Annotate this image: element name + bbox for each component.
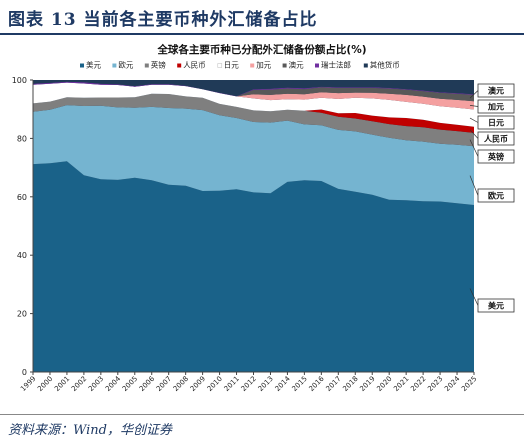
y-tick-label: 0	[22, 368, 27, 377]
callout-label-美元: 美元	[488, 301, 504, 311]
y-tick-label: 20	[17, 310, 27, 319]
callout-box-美元	[477, 298, 515, 313]
area-其他货币	[33, 80, 474, 97]
x-tick-label: 2019	[358, 375, 376, 393]
area-欧元	[33, 105, 474, 205]
x-tick-label: 2025	[460, 375, 478, 393]
figure-title: 图表 13 当前各主要币种外汇储备占比	[8, 10, 318, 30]
area-美元	[33, 161, 474, 372]
area-瑞士法郎	[33, 81, 474, 97]
x-tick-label: 1999	[19, 375, 37, 393]
callout-box-英镑	[477, 149, 515, 164]
callout-box-人民币	[477, 131, 515, 146]
callout-box-加元	[477, 99, 515, 114]
legend-swatch-加元	[250, 63, 255, 68]
legend-label-加元: 加元	[256, 60, 271, 70]
footer-rule	[0, 414, 524, 415]
callout-label-加元: 加元	[487, 102, 504, 112]
source-note: 资料来源：Wind，华创证券	[8, 423, 172, 438]
legend-label-瑞士法郎: 瑞士法郎	[321, 60, 351, 70]
legend-label-澳元: 澳元	[289, 60, 304, 70]
callout-leader-日元	[469, 117, 479, 123]
callout-leader-英镑	[469, 139, 479, 157]
callout-box-欧元	[477, 188, 515, 203]
header-rule	[0, 33, 524, 35]
x-tick-label: 2016	[307, 374, 326, 393]
y-tick-label: 100	[12, 76, 27, 85]
legend-swatch-英镑	[144, 63, 149, 68]
callout-leader-美元	[469, 288, 479, 306]
x-tick-label: 2007	[155, 375, 173, 393]
legend: 美元 欧元 英镑 人民币 日元 加元 澳元 瑞士法郎 其他货币	[80, 60, 400, 70]
x-tick-label: 2018	[341, 375, 359, 393]
x-tick-label: 2020	[375, 375, 393, 393]
area-英镑	[33, 93, 474, 147]
legend-label-日元: 日元	[224, 61, 239, 70]
area-layers	[33, 80, 474, 372]
x-tick-label: 2013	[257, 375, 275, 393]
callout-label-人民币: 人民币	[484, 134, 508, 144]
x-tick-label: 2012	[240, 375, 258, 393]
callout-box-日元	[477, 115, 515, 130]
legend-label-欧元: 欧元	[118, 60, 133, 70]
x-tick-label: 2014	[274, 374, 293, 393]
x-tick-label: 2022	[409, 375, 427, 393]
x-tick-label: 2000	[36, 375, 54, 393]
legend-swatch-欧元	[112, 63, 117, 68]
callout-label-澳元: 澳元	[488, 86, 504, 96]
x-tick-label: 2002	[70, 375, 88, 393]
legend-swatch-其他货币	[363, 63, 368, 68]
legend-label-英镑: 英镑	[151, 60, 166, 70]
axes: 0 20 40 60 80 100 1999200020012002200320042005…	[12, 76, 479, 393]
x-tick-label: 2017	[324, 375, 342, 393]
x-tick-label: 2021	[392, 375, 410, 393]
legend-swatch-瑞士法郎	[315, 63, 319, 68]
x-tick-label: 2003	[87, 375, 105, 393]
x-tick-label: 2001	[53, 375, 71, 393]
y-tick-label: 60	[17, 193, 27, 202]
x-tick-label: 2008	[172, 375, 190, 393]
x-tick-label: 2011	[223, 375, 241, 393]
legend-label-其他货币: 其他货币	[370, 60, 400, 70]
callout-box-澳元	[477, 83, 515, 98]
legend-swatch-澳元	[282, 63, 287, 68]
callout-leader-澳元	[469, 90, 479, 99]
y-tick-label: 80	[17, 134, 27, 143]
legend-label-美元: 美元	[86, 60, 101, 70]
callout-label-日元: 日元	[488, 119, 504, 128]
callout-label-欧元: 欧元	[488, 191, 504, 201]
area-加元	[33, 82, 474, 110]
x-tick-label: 2006	[138, 374, 157, 393]
callout-label-英镑: 英镑	[487, 152, 504, 162]
callout-leader-欧元	[469, 175, 479, 196]
x-tick-label: 2010	[206, 375, 224, 393]
callout-leader-加元	[469, 105, 479, 107]
legend-swatch-美元	[80, 63, 84, 68]
chart-title: 全球各主要币种已分配外汇储备份额占比(%)	[157, 44, 367, 56]
x-tick-label: 2005	[121, 375, 139, 393]
x-tick-label: 2004	[104, 374, 123, 393]
area-日元	[33, 82, 474, 127]
x-tick-label: 2023	[426, 375, 444, 393]
legend-swatch-人民币	[177, 63, 182, 68]
y-tick-label: 40	[17, 251, 27, 260]
callout-leader-人民币	[469, 129, 479, 139]
report-header: 图表 13 当前各主要币种外汇储备占比	[0, 0, 524, 36]
legend-label-人民币: 人民币	[183, 61, 206, 70]
x-tick-label: 2015	[291, 375, 309, 393]
x-tick-label: 2009	[189, 375, 207, 393]
area-澳元	[33, 82, 474, 102]
x-tick-label: 2024	[443, 374, 462, 393]
legend-swatch-日元	[217, 63, 223, 68]
stacked-area-chart: 0 20 40 60 80 100 1999200020012002200320042005…	[12, 60, 515, 393]
